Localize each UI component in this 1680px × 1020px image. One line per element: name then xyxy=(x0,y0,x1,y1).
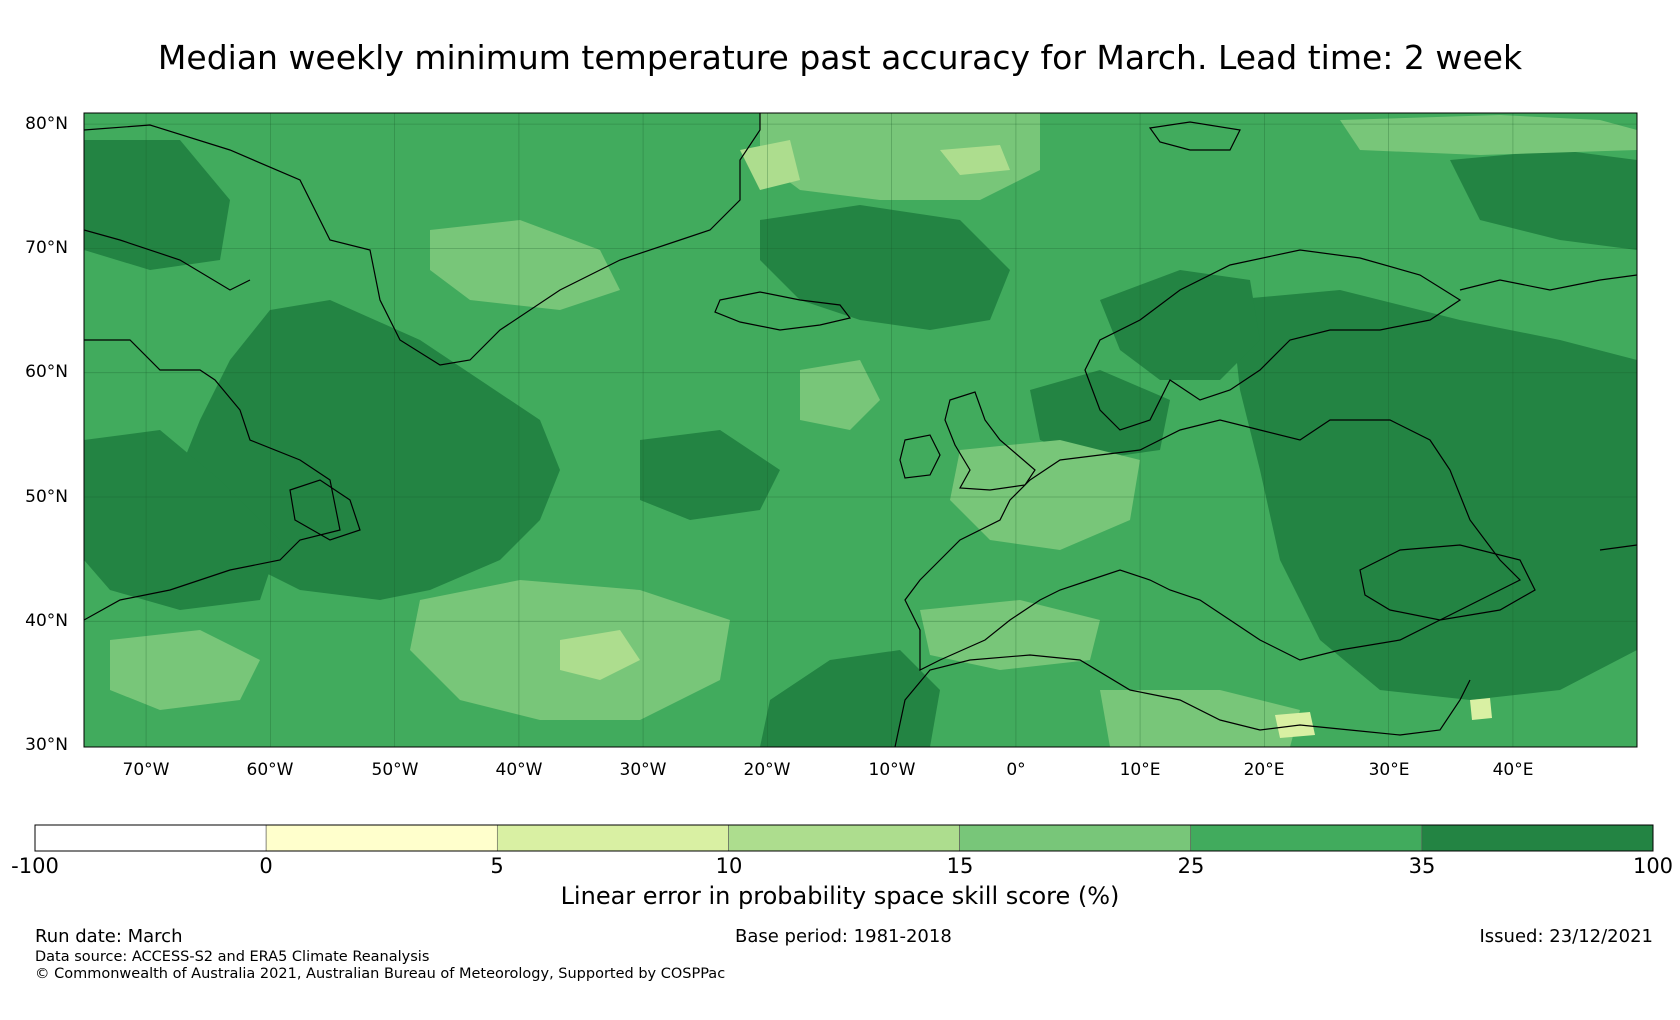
coastline-greenland xyxy=(84,113,761,366)
region-central-atlantic xyxy=(800,360,880,430)
region-north-africa xyxy=(1100,690,1300,747)
colorbar-segment xyxy=(496,824,729,852)
region-denmark-strait xyxy=(430,220,620,310)
colorbar-tick-label: 10 xyxy=(715,854,743,878)
region-labrador-sea xyxy=(180,300,560,600)
region-levant-light xyxy=(1470,698,1492,720)
colorbar-label: Linear error in probability space skill … xyxy=(560,882,1120,910)
colorbar-segment xyxy=(959,824,1192,852)
region-mediterranean-west xyxy=(920,600,1100,670)
run-date: Run date: March xyxy=(35,926,183,947)
colorbar-segment xyxy=(728,824,960,852)
lon-label-40e: 40°E xyxy=(1492,760,1534,780)
region-morocco xyxy=(760,650,940,747)
coastline-black-sea xyxy=(1359,544,1536,621)
coastline-russia-north xyxy=(1459,274,1637,291)
coastline-caspian xyxy=(1599,544,1637,551)
data-source: Data source: ACCESS-S2 and ERA5 Climate … xyxy=(35,949,430,965)
lon-label-20e: 20°E xyxy=(1243,760,1285,780)
chart-title: Median weekly minimum temperature past a… xyxy=(157,38,1523,77)
lon-label-30w: 30°W xyxy=(619,760,667,780)
colorbar-tick-label: 15 xyxy=(946,854,974,878)
region-greenland-sea xyxy=(760,113,1040,200)
region-egypt-light xyxy=(1275,712,1315,738)
region-barents-sea xyxy=(1450,150,1637,250)
lat-label-40n: 40°N xyxy=(25,611,68,631)
region-greenland-west xyxy=(84,140,230,270)
lon-label-20w: 20°W xyxy=(743,760,791,780)
region-west-atlantic xyxy=(84,430,280,610)
coastline-british-isles xyxy=(944,391,1036,491)
skill-regions xyxy=(84,113,1637,747)
issued-date: Issued: 23/12/2021 xyxy=(1479,926,1653,947)
colorbar-segment xyxy=(34,824,267,852)
coastline-europe xyxy=(904,419,1522,671)
colorbar-tick-label: 0 xyxy=(259,854,273,878)
region-north-sea xyxy=(1030,370,1170,460)
region-south-west-atlantic xyxy=(110,630,260,710)
coastline-svalbard xyxy=(1148,121,1241,151)
lon-label-40w: 40°W xyxy=(495,760,543,780)
lat-label-80n: 80°N xyxy=(25,114,68,134)
region-svalbard-light xyxy=(940,145,1010,175)
coastline-labrador xyxy=(84,339,341,621)
colorbar-segment xyxy=(1190,824,1423,852)
colorbar-frame xyxy=(34,824,1654,852)
colorbar xyxy=(34,824,1654,852)
base-period: Base period: 1981-2018 xyxy=(735,926,952,947)
lon-label-0: 0° xyxy=(1006,760,1026,780)
colorbar-tick-label: 25 xyxy=(1177,854,1205,878)
region-arctic-light xyxy=(1340,115,1637,155)
region-eastern-europe xyxy=(1230,290,1637,700)
lat-label-30n: 30°N xyxy=(25,735,68,755)
colorbar-tick-label: 5 xyxy=(490,854,504,878)
region-iberia-france xyxy=(950,440,1140,550)
map-frame xyxy=(83,112,1638,748)
colorbar-tick-label: 35 xyxy=(1408,854,1436,878)
lon-label-70w: 70°W xyxy=(122,760,170,780)
lon-label-10e: 10°E xyxy=(1119,760,1161,780)
colorbar-tick-label: -100 xyxy=(11,854,59,878)
coastline-baffin xyxy=(84,229,251,291)
colorbar-segment xyxy=(1421,824,1654,852)
copyright: © Commonwealth of Australia 2021, Austra… xyxy=(35,966,726,982)
lon-label-60w: 60°W xyxy=(246,760,294,780)
region-atlantic-light xyxy=(560,630,640,680)
coastline-newfoundland xyxy=(289,479,361,541)
coastlines xyxy=(84,113,1637,747)
region-norwegian-sea xyxy=(760,205,1010,330)
lon-label-30e: 30°E xyxy=(1368,760,1410,780)
colorbar-tick-label: 100 xyxy=(1632,854,1674,878)
region-mid-atlantic xyxy=(640,430,780,520)
colorbar-segment xyxy=(265,824,498,852)
graticule xyxy=(84,113,1637,747)
lat-label-70n: 70°N xyxy=(25,238,68,258)
region-scandinavia xyxy=(1100,270,1260,380)
lon-label-50w: 50°W xyxy=(371,760,419,780)
coastline-ireland xyxy=(899,434,941,479)
map-panel xyxy=(83,112,1638,748)
region-greenland-light xyxy=(740,140,800,190)
coastline-iceland xyxy=(714,291,852,331)
coastline-scandinavia xyxy=(1084,249,1462,431)
lat-label-50n: 50°N xyxy=(25,487,68,507)
coastline-north-africa xyxy=(894,654,1471,747)
lon-label-10w: 10°W xyxy=(868,760,916,780)
lat-label-60n: 60°N xyxy=(25,362,68,382)
